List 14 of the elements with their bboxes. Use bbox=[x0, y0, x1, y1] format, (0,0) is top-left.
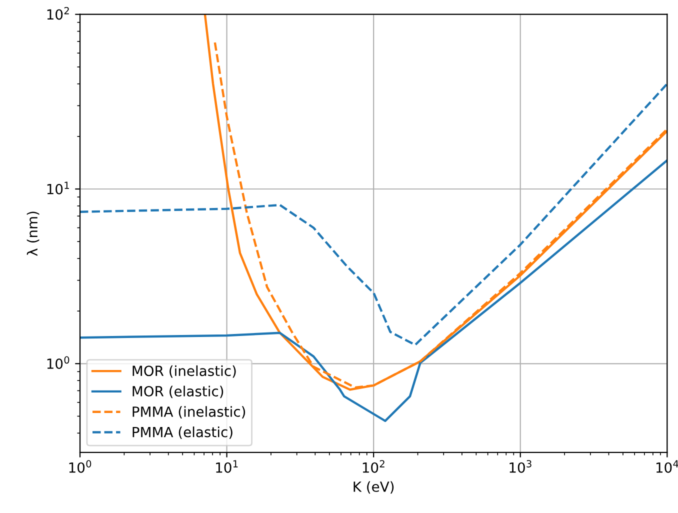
legend-label: MOR (inelastic) bbox=[132, 365, 236, 378]
y-tick-label: 10$^{2}$ bbox=[47, 7, 69, 20]
legend-label: MOR (elastic) bbox=[132, 386, 224, 398]
legend-label: PMMA (elastic) bbox=[132, 426, 232, 439]
x-tick-label: 10$^{0}$ bbox=[69, 460, 92, 473]
x-tick-label: 10$^{4}$ bbox=[656, 460, 678, 473]
y-tick-label: 10$^{1}$ bbox=[47, 182, 69, 194]
x-tick-label: 10$^{3}$ bbox=[510, 460, 532, 473]
x-axis-title: K (eV) bbox=[354, 481, 394, 494]
y-tick-label: 10$^{0}$ bbox=[47, 356, 70, 370]
y-axis-title: λ (nm) bbox=[26, 212, 40, 256]
legend-label: PMMA (inelastic) bbox=[132, 406, 246, 419]
x-tick-label: 10$^{2}$ bbox=[362, 460, 384, 473]
x-tick-label: 10$^{1}$ bbox=[216, 460, 238, 473]
